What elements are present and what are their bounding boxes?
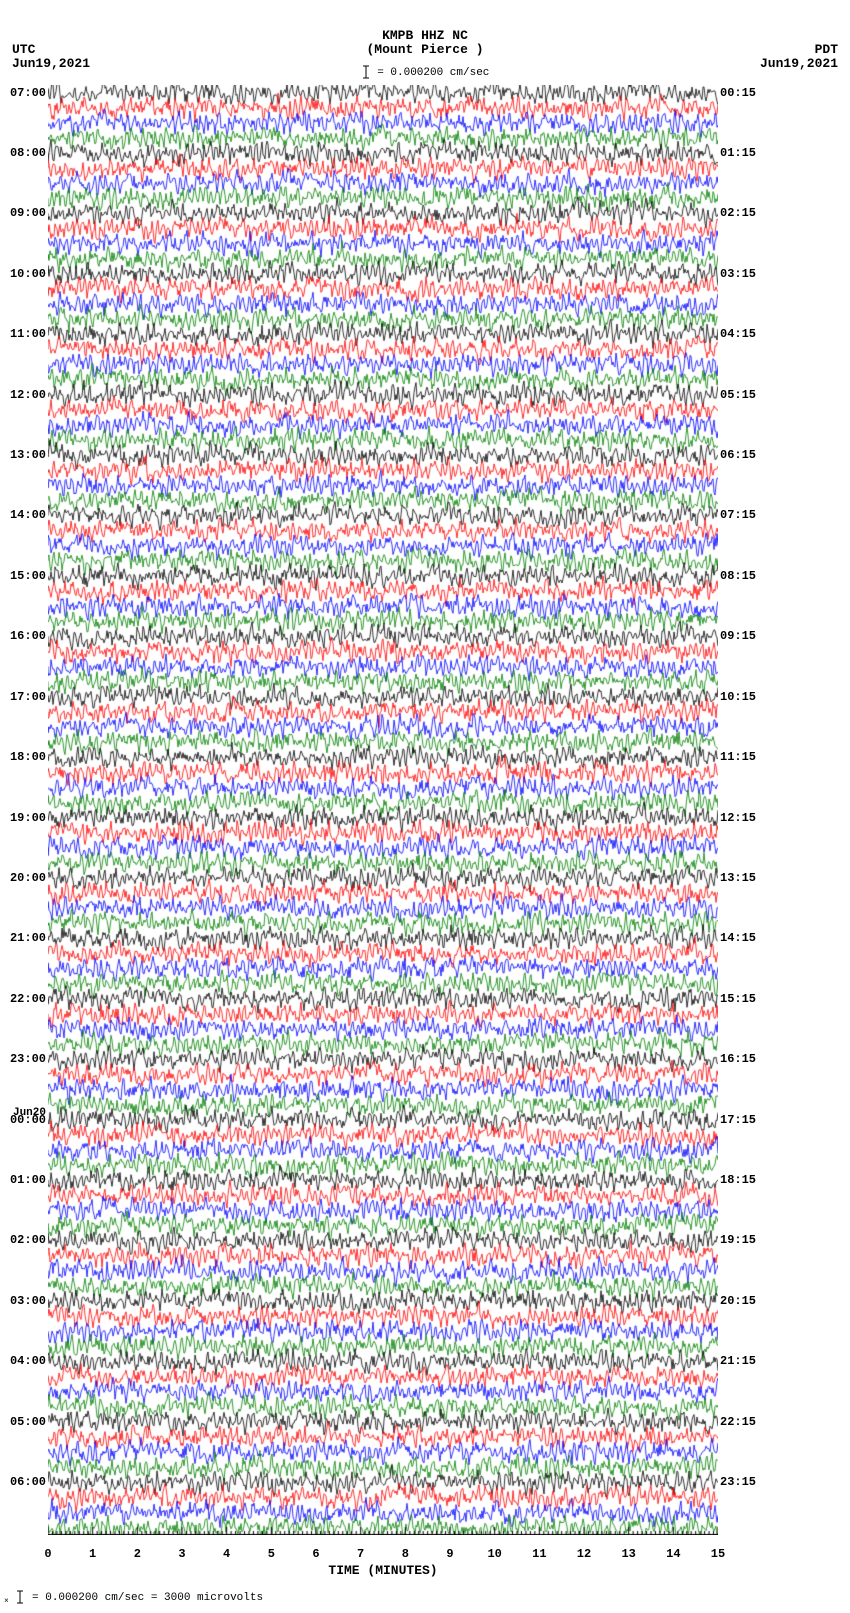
x-tick: 13 bbox=[621, 1547, 635, 1561]
right-hour-label: 20:15 bbox=[720, 1294, 756, 1308]
left-hour-label: 02:00 bbox=[10, 1233, 46, 1247]
x-tick: 5 bbox=[268, 1547, 275, 1561]
left-hour-label: 05:00 bbox=[10, 1415, 46, 1429]
seismogram-canvas bbox=[48, 85, 718, 1535]
right-hour-label: 05:15 bbox=[720, 388, 756, 402]
right-hour-label: 12:15 bbox=[720, 811, 756, 825]
footer-text: = 0.000200 cm/sec = 3000 microvolts bbox=[32, 1592, 263, 1604]
left-hour-label: 22:00 bbox=[10, 992, 46, 1006]
left-hour-label: 09:00 bbox=[10, 206, 46, 220]
right-hour-label: 21:15 bbox=[720, 1354, 756, 1368]
right-hour-label: 22:15 bbox=[720, 1415, 756, 1429]
left-hour-label: 12:00 bbox=[10, 388, 46, 402]
right-hour-label: 00:15 bbox=[720, 86, 756, 100]
right-hour-label: 15:15 bbox=[720, 992, 756, 1006]
left-hour-label: 04:00 bbox=[10, 1354, 46, 1368]
left-hour-label: 06:00 bbox=[10, 1475, 46, 1489]
station-location: (Mount Pierce ) bbox=[0, 42, 850, 57]
right-hour-label: 23:15 bbox=[720, 1475, 756, 1489]
left-date: Jun19,2021 bbox=[12, 56, 90, 71]
left-hour-label: 19:00 bbox=[10, 811, 46, 825]
left-hour-label: 23:00 bbox=[10, 1052, 46, 1066]
right-date: Jun19,2021 bbox=[760, 56, 838, 71]
right-hour-label: 03:15 bbox=[720, 267, 756, 281]
right-hour-label: 16:15 bbox=[720, 1052, 756, 1066]
x-tick: 14 bbox=[666, 1547, 680, 1561]
right-hour-label: 14:15 bbox=[720, 931, 756, 945]
left-hour-label: 14:00 bbox=[10, 508, 46, 522]
x-tick: 8 bbox=[402, 1547, 409, 1561]
left-hour-label: 20:00 bbox=[10, 871, 46, 885]
right-hour-label: 06:15 bbox=[720, 448, 756, 462]
right-hour-label: 18:15 bbox=[720, 1173, 756, 1187]
footer: × = 0.000200 cm/sec = 3000 microvolts bbox=[4, 1590, 263, 1606]
left-hour-label: 13:00 bbox=[10, 448, 46, 462]
x-tick: 4 bbox=[223, 1547, 230, 1561]
left-hour-label: 03:00 bbox=[10, 1294, 46, 1308]
seismogram-plot bbox=[48, 85, 718, 1535]
right-hour-label: 04:15 bbox=[720, 327, 756, 341]
right-hour-label: 08:15 bbox=[720, 569, 756, 583]
left-hour-label: 08:00 bbox=[10, 146, 46, 160]
header: KMPB HHZ NC (Mount Pierce ) = 0.000200 c… bbox=[0, 0, 850, 80]
left-hour-label: 17:00 bbox=[10, 690, 46, 704]
left-timezone: UTC bbox=[12, 42, 35, 57]
x-tick: 9 bbox=[446, 1547, 453, 1561]
left-hour-label: 07:00 bbox=[10, 86, 46, 100]
scale-legend: = 0.000200 cm/sec bbox=[0, 65, 850, 79]
right-hour-label: 02:15 bbox=[720, 206, 756, 220]
x-tick: 1 bbox=[89, 1547, 96, 1561]
left-hour-label: 21:00 bbox=[10, 931, 46, 945]
right-hour-label: 11:15 bbox=[720, 750, 756, 764]
left-hour-label: 01:00 bbox=[10, 1173, 46, 1187]
scale-text: = 0.000200 cm/sec bbox=[377, 67, 489, 79]
right-hour-label: 17:15 bbox=[720, 1113, 756, 1127]
date-marker: Jun20 bbox=[13, 1106, 46, 1118]
right-hour-label: 09:15 bbox=[720, 629, 756, 643]
x-tick: 10 bbox=[487, 1547, 501, 1561]
x-tick: 15 bbox=[711, 1547, 725, 1561]
x-tick: 2 bbox=[134, 1547, 141, 1561]
right-hour-label: 07:15 bbox=[720, 508, 756, 522]
x-tick: 12 bbox=[577, 1547, 591, 1561]
x-axis-title: TIME (MINUTES) bbox=[48, 1563, 718, 1578]
x-tick: 3 bbox=[178, 1547, 185, 1561]
right-hour-label: 01:15 bbox=[720, 146, 756, 160]
left-hour-label: 11:00 bbox=[10, 327, 46, 341]
left-hour-label: 18:00 bbox=[10, 750, 46, 764]
left-hour-label: 16:00 bbox=[10, 629, 46, 643]
right-timezone: PDT bbox=[815, 42, 838, 57]
left-hour-label: 10:00 bbox=[10, 267, 46, 281]
left-time-axis: 07:00 08:00 09:00 10:00 11:00 12:00 13:00 14:00… bbox=[0, 85, 48, 1535]
right-time-axis: 00:15 01:15 02:15 03:15 04:15 05:15 06:15 07:15… bbox=[718, 85, 828, 1535]
x-tick: 0 bbox=[44, 1547, 51, 1561]
left-hour-label: 15:00 bbox=[10, 569, 46, 583]
right-hour-label: 13:15 bbox=[720, 871, 756, 885]
x-tick: 7 bbox=[357, 1547, 364, 1561]
station-code: KMPB HHZ NC bbox=[0, 28, 850, 43]
right-hour-label: 10:15 bbox=[720, 690, 756, 704]
right-hour-label: 19:15 bbox=[720, 1233, 756, 1247]
x-tick: 11 bbox=[532, 1547, 546, 1561]
x-tick: 6 bbox=[312, 1547, 319, 1561]
